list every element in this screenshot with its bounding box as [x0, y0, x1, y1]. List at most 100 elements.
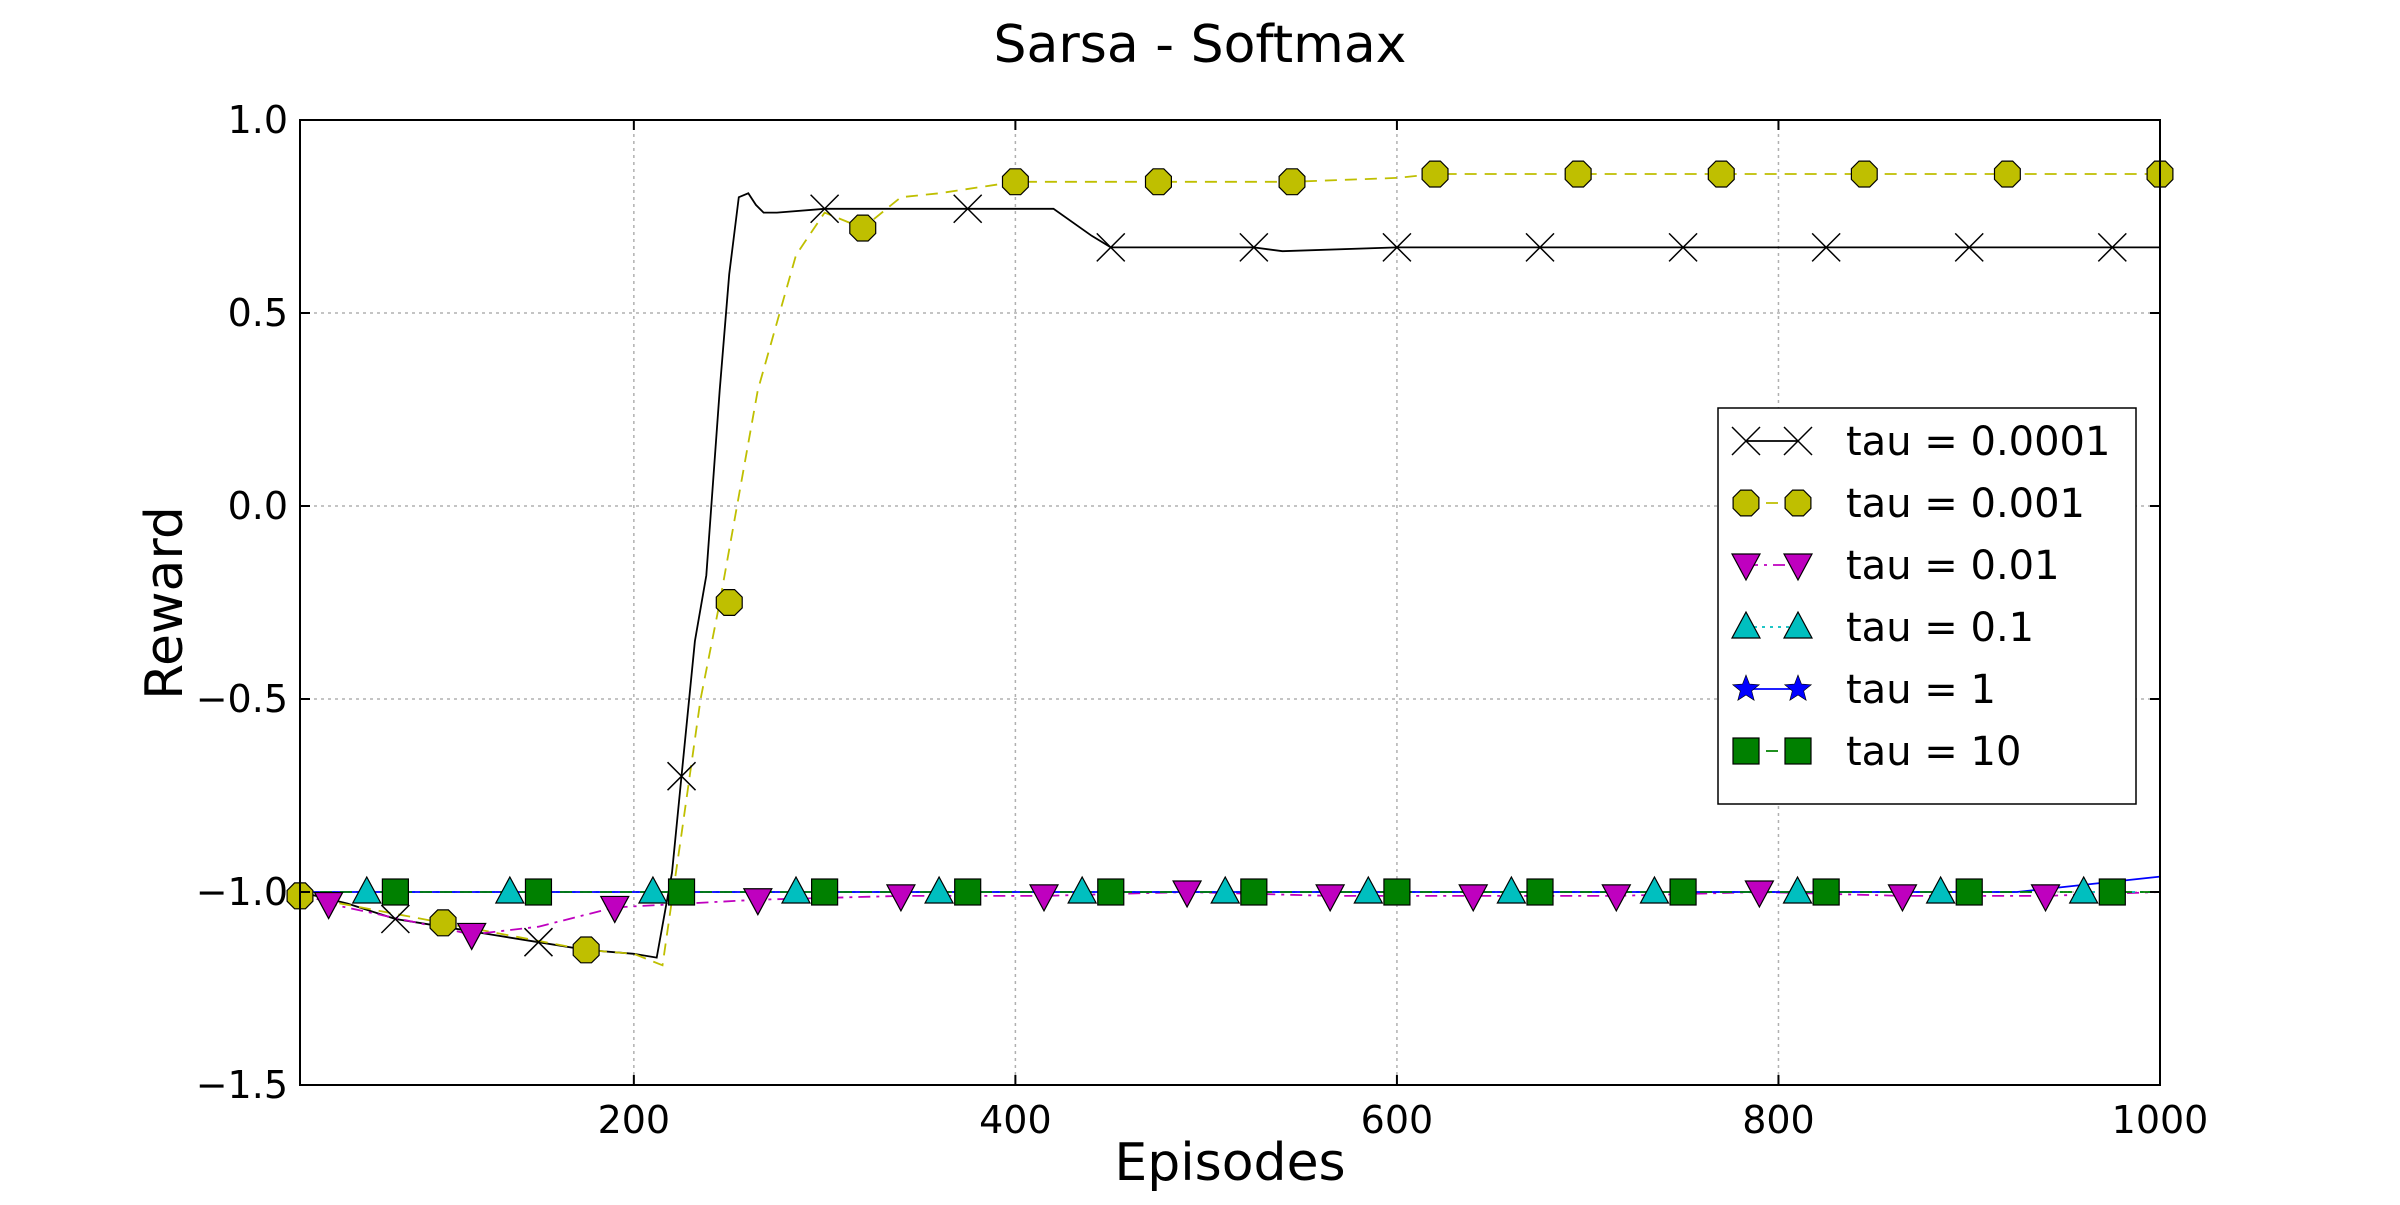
data-point-2 — [456, 922, 487, 951]
data-point-0 — [810, 194, 840, 224]
data-point-3 — [1496, 875, 1527, 904]
legend-label: tau = 0.0001 — [1846, 419, 2110, 465]
data-point-1 — [1564, 160, 1592, 188]
data-point-2 — [1458, 884, 1489, 913]
data-point-5 — [1240, 878, 1268, 906]
data-point-5 — [1097, 878, 1125, 906]
data-point-3 — [1925, 875, 1956, 904]
data-point-0 — [953, 194, 983, 224]
data-point-2 — [885, 884, 916, 913]
data-point-2 — [1744, 880, 1775, 909]
data-point-2 — [1028, 884, 1060, 913]
data-point-1 — [1421, 160, 1449, 188]
data-point-3 — [780, 875, 812, 904]
x-tick-label: 1000 — [2112, 1098, 2209, 1142]
legend-item: tau = 0.1 — [1730, 605, 2034, 651]
legend-marker — [1783, 674, 1813, 701]
data-point-0 — [2097, 232, 2127, 262]
legend-label: tau = 1 — [1846, 667, 1996, 713]
data-point-1 — [572, 936, 600, 964]
x-tick-label: 200 — [598, 1098, 671, 1142]
data-point-3 — [637, 875, 668, 904]
data-point-5 — [524, 878, 553, 906]
y-tick-label: 0.0 — [228, 484, 288, 528]
plot-frame — [299, 119, 2161, 1086]
data-point-5 — [2098, 878, 2126, 906]
tick-layer: 200 400 600 800 1000 −1.5 −1.0 −0.5 0.0 0.5 1.0 — [196, 98, 2209, 1142]
data-point-2 — [2030, 884, 2061, 913]
data-point-5 — [1383, 878, 1411, 906]
data-point-2 — [599, 895, 630, 924]
legend-label: tau = 0.01 — [1846, 543, 2060, 589]
legend-label: tau = 10 — [1846, 729, 2021, 775]
legend-item: tau = 0.0001 — [1731, 419, 2110, 465]
legend-label: tau = 0.001 — [1846, 481, 2085, 527]
data-point-5 — [381, 878, 409, 906]
series-line-1 — [299, 173, 2160, 967]
data-point-1 — [1993, 160, 2021, 188]
data-point-3 — [1067, 875, 1098, 904]
data-point-1 — [715, 588, 743, 617]
data-point-0 — [1239, 232, 1269, 262]
data-point-0 — [1525, 232, 1555, 262]
y-tick-label: −0.5 — [196, 677, 288, 721]
data-point-5 — [954, 878, 982, 906]
data-point-2 — [1315, 884, 1346, 913]
data-point-1 — [429, 909, 457, 937]
x-tick-label: 400 — [979, 1098, 1052, 1142]
legend: tau = 0.0001 tau = 0.001 tau = 0.01 tau = 0… — [1717, 407, 2137, 805]
data-point-5 — [667, 878, 696, 906]
data-point-0 — [667, 761, 697, 791]
legend-marker — [1730, 553, 1762, 582]
data-point-3 — [1353, 875, 1384, 904]
data-point-1 — [1144, 168, 1173, 196]
legend-marker — [1730, 610, 1762, 639]
data-point-3 — [1639, 875, 1670, 904]
data-point-1 — [1707, 160, 1735, 188]
y-tick-label: 1.0 — [228, 98, 288, 142]
data-point-5 — [811, 878, 839, 906]
series-layer — [286, 160, 2174, 967]
data-point-2 — [742, 888, 773, 916]
legend-marker — [1732, 489, 1760, 517]
data-point-3 — [1210, 875, 1241, 904]
legend-item: tau = 0.001 — [1732, 481, 2085, 527]
legend-marker — [1782, 553, 1814, 582]
data-point-0 — [1668, 232, 1698, 262]
y-tick-label: 0.5 — [228, 291, 288, 335]
data-point-3 — [924, 875, 955, 904]
legend-item: tau = 1 — [1731, 667, 1996, 713]
legend-item: tau = 0.01 — [1730, 543, 2060, 589]
data-point-0 — [1096, 232, 1126, 262]
data-point-0 — [1811, 232, 1841, 262]
legend-label: tau = 0.1 — [1846, 605, 2034, 651]
data-point-0 — [1382, 232, 1412, 262]
data-point-1 — [1001, 168, 1029, 196]
data-point-5 — [1955, 878, 1983, 906]
x-tick-label: 800 — [1742, 1098, 1815, 1142]
legend-marker — [1731, 674, 1761, 701]
data-point-2 — [313, 891, 344, 920]
legend-marker — [1782, 610, 1814, 639]
data-point-2 — [1172, 880, 1203, 909]
legend-marker — [1731, 426, 1761, 456]
x-axis-label: Episodes — [1114, 1133, 1345, 1193]
y-tick-label: −1.0 — [196, 870, 288, 914]
legend-item: tau = 10 — [1732, 729, 2021, 775]
data-point-5 — [1526, 878, 1554, 906]
data-point-0 — [523, 927, 553, 957]
data-point-1 — [1278, 168, 1306, 196]
data-point-3 — [1782, 875, 1813, 904]
data-point-1 — [1850, 160, 1878, 188]
data-point-3 — [351, 875, 382, 904]
data-point-5 — [1669, 878, 1697, 906]
y-tick-label: −1.5 — [196, 1063, 288, 1107]
data-point-3 — [494, 875, 525, 904]
data-point-5 — [1812, 878, 1840, 906]
legend-marker — [1784, 489, 1812, 517]
data-point-2 — [1601, 884, 1632, 913]
data-point-1 — [849, 214, 877, 242]
data-point-0 — [380, 904, 410, 934]
legend-marker — [1784, 737, 1812, 765]
